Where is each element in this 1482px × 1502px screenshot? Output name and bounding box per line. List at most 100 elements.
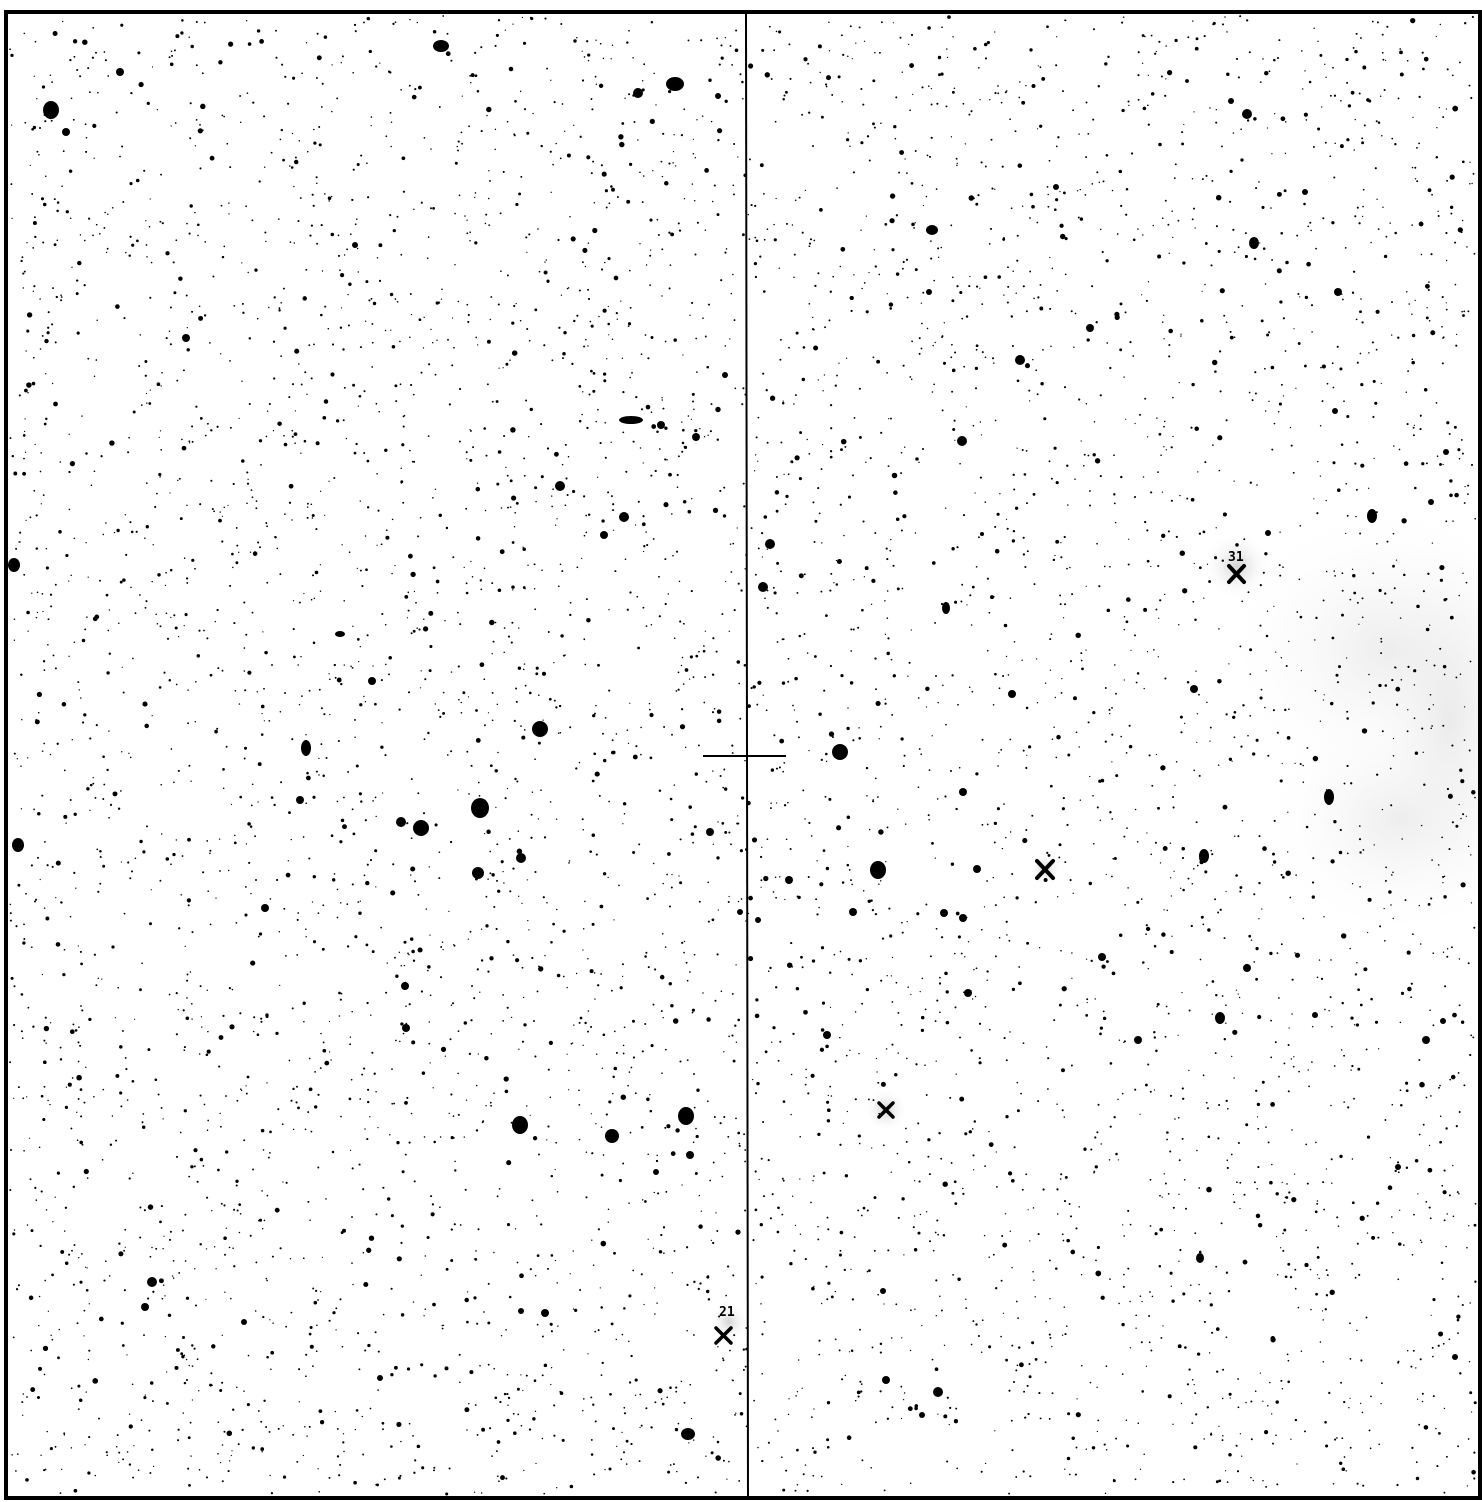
faint-star <box>495 806 497 809</box>
faint-star <box>83 1335 85 1337</box>
faint-star <box>860 1383 863 1385</box>
faint-star <box>905 1057 908 1060</box>
faint-star <box>741 403 744 406</box>
faint-star <box>1111 761 1113 763</box>
faint-star <box>1269 1381 1271 1384</box>
faint-star <box>931 842 934 845</box>
faint-star <box>412 1301 415 1303</box>
faint-star <box>1173 177 1176 179</box>
faint-star <box>927 814 930 817</box>
faint-star <box>942 684 944 687</box>
faint-star <box>886 590 889 592</box>
faint-star <box>753 470 756 472</box>
faint-star <box>744 1365 747 1368</box>
faint-star <box>156 622 159 625</box>
faint-star <box>179 517 183 521</box>
faint-star <box>1048 460 1051 463</box>
faint-star <box>434 488 437 491</box>
faint-star <box>172 261 175 264</box>
faint-star <box>1083 464 1085 467</box>
faint-star <box>956 546 959 549</box>
faint-star <box>400 88 402 91</box>
faint-star <box>365 568 368 572</box>
faint-star <box>246 482 250 485</box>
faint-star <box>590 1025 593 1029</box>
faint-star <box>273 377 276 380</box>
faint-star <box>1383 907 1385 910</box>
faint-star <box>969 275 971 278</box>
faint-star <box>873 249 876 251</box>
faint-star <box>1382 58 1385 61</box>
faint-star <box>86 616 88 618</box>
faint-star <box>489 956 494 961</box>
faint-star <box>130 586 132 589</box>
faint-star <box>788 346 790 349</box>
faint-star <box>1380 652 1383 655</box>
faint-star <box>621 122 625 125</box>
faint-star <box>63 814 68 819</box>
faint-star <box>1020 1092 1022 1095</box>
faint-star <box>999 493 1001 495</box>
faint-star <box>182 1336 185 1339</box>
faint-star <box>1134 422 1136 425</box>
faint-star <box>511 350 518 356</box>
faint-star <box>1303 202 1306 206</box>
faint-star <box>602 57 605 60</box>
faint-star <box>536 1254 540 1257</box>
faint-star <box>573 39 577 43</box>
faint-star <box>282 1425 284 1427</box>
faint-star <box>568 1089 570 1091</box>
faint-star <box>1070 1249 1076 1255</box>
faint-star <box>34 719 40 725</box>
faint-star <box>699 1282 702 1285</box>
faint-star <box>787 473 790 476</box>
faint-star <box>1415 1461 1418 1464</box>
faint-star <box>1174 1118 1176 1120</box>
faint-star <box>199 124 201 126</box>
faint-star <box>451 364 454 367</box>
faint-star <box>44 120 47 123</box>
faint-star <box>185 294 188 297</box>
faint-star <box>980 1351 983 1353</box>
faint-star <box>594 1330 597 1333</box>
faint-star <box>1081 1364 1083 1367</box>
faint-star <box>711 711 715 714</box>
faint-star <box>979 421 982 423</box>
faint-star <box>1465 581 1468 584</box>
faint-star <box>1047 1057 1050 1060</box>
faint-star <box>177 1008 179 1011</box>
faint-star <box>270 1368 272 1371</box>
faint-star <box>827 1281 831 1285</box>
faint-star <box>145 600 148 603</box>
faint-star <box>399 340 401 343</box>
faint-star <box>934 1367 939 1372</box>
faint-star <box>104 211 106 214</box>
faint-star <box>1235 1444 1238 1447</box>
faint-star <box>1168 328 1174 334</box>
faint-star <box>640 353 643 356</box>
faint-star <box>745 1327 748 1329</box>
faint-star <box>1404 899 1407 902</box>
faint-star <box>820 1028 825 1032</box>
faint-star <box>787 1413 790 1416</box>
faint-star <box>1005 518 1008 521</box>
faint-star <box>145 482 148 484</box>
faint-star <box>810 835 813 837</box>
faint-star <box>1039 66 1042 69</box>
faint-star <box>465 591 469 595</box>
faint-star <box>322 1041 325 1044</box>
faint-star <box>825 760 828 763</box>
faint-star <box>36 1395 41 1400</box>
faint-star <box>1264 283 1267 285</box>
faint-star <box>298 704 301 706</box>
faint-star <box>1158 432 1162 436</box>
faint-star <box>883 1489 886 1492</box>
faint-star <box>364 1349 367 1352</box>
faint-star <box>248 402 251 406</box>
faint-star <box>537 741 541 745</box>
faint-star <box>1468 1360 1471 1363</box>
faint-star <box>27 757 29 759</box>
faint-star <box>30 864 33 867</box>
faint-star <box>1457 1445 1460 1448</box>
faint-star <box>862 890 865 892</box>
